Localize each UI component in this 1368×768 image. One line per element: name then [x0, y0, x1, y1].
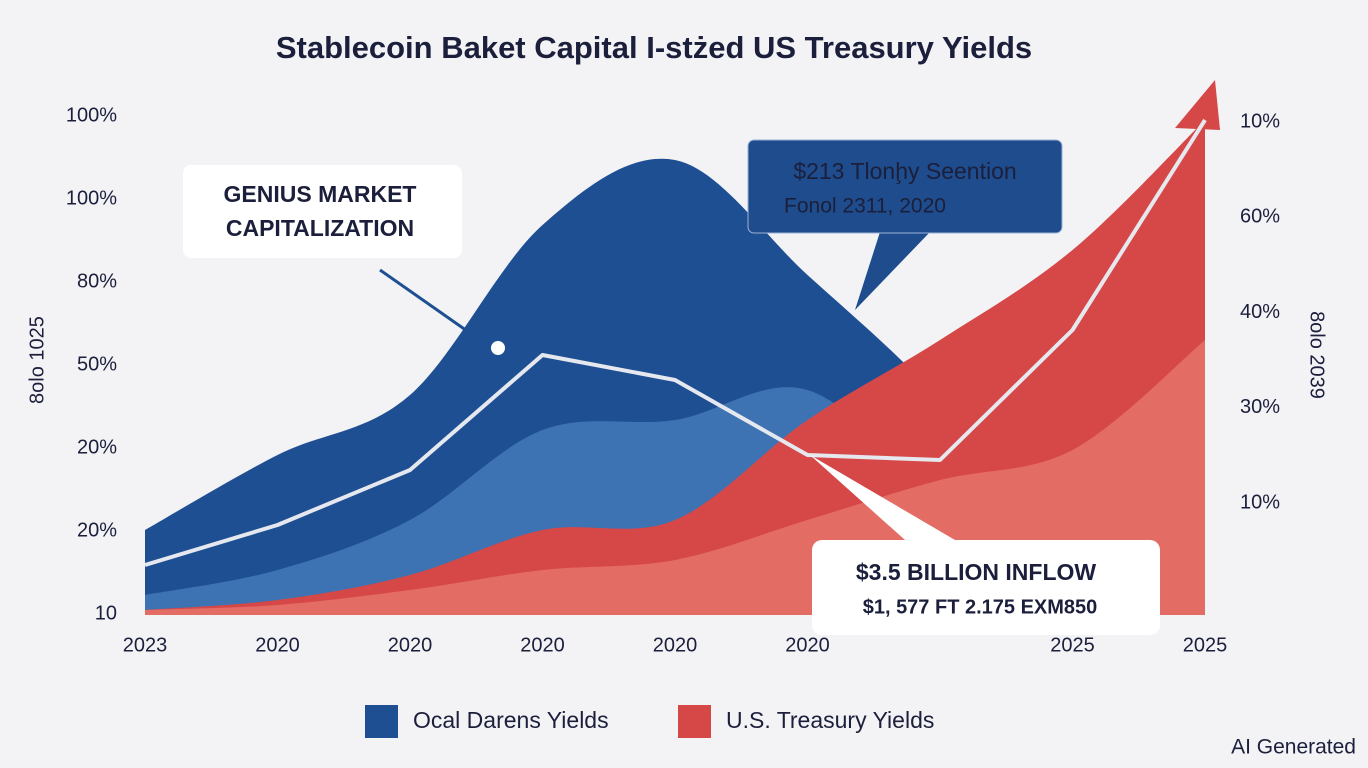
- callout-dot: [491, 341, 505, 355]
- legend: Ocal Darens Yields U.S. Treasury Yields: [365, 705, 934, 738]
- callout-text: CAPITALIZATION: [226, 215, 414, 241]
- x-tick-label: 2025: [1183, 634, 1228, 656]
- y2-axis-label: 60%: [1240, 206, 1280, 228]
- y-axis-label: 10: [95, 602, 117, 624]
- y-axis-label: 80%: [77, 270, 117, 292]
- x-tick-label: 2020: [653, 634, 698, 656]
- arrow-head: [1175, 80, 1220, 130]
- x-tick-label: 2020: [388, 634, 433, 656]
- y2-axis-title: 8olo 2039: [1306, 311, 1328, 399]
- chart-title: Stablecoin Baket Capital I-stżed US Trea…: [276, 30, 1032, 65]
- x-tick-label: 2025: [1050, 634, 1095, 656]
- callout-line: [379, 268, 471, 335]
- legend-swatch: [678, 705, 711, 738]
- x-tick-label: 2020: [785, 634, 830, 656]
- callout-box: [812, 540, 1160, 635]
- callout-box: [747, 139, 1063, 234]
- y2-axis-label: 40%: [1240, 301, 1280, 323]
- y-axis-label: 100%: [66, 187, 117, 209]
- legend-label: Ocal Darens Yields: [413, 707, 609, 733]
- callout-text: Fonol 2311, 2020: [784, 195, 946, 218]
- x-tick-label: 2020: [520, 634, 565, 656]
- callout-tail: [855, 232, 930, 310]
- x-tick-label: 2023: [123, 634, 168, 656]
- legend-swatch: [365, 705, 398, 738]
- y-axis-title: 8olo 1025: [26, 316, 48, 404]
- y2-axis-label: 30%: [1240, 396, 1280, 418]
- y2-axis-label: 10%: [1240, 491, 1280, 513]
- legend-label: U.S. Treasury Yields: [726, 707, 934, 733]
- y2-axis-label: 10%: [1240, 110, 1280, 132]
- y-axis-label: 20%: [77, 519, 117, 541]
- callout-text: $3.5 BILLION INFLOW: [856, 559, 1097, 585]
- callout-text: $1, 577 FT 2.175 EXM850: [863, 596, 1098, 618]
- line: [144, 118, 1207, 567]
- callout-arrow: [810, 455, 955, 540]
- y-axis-label: 50%: [77, 353, 117, 375]
- x-tick-label: 2020: [255, 634, 300, 656]
- callout-text: GENIUS MARKET: [224, 181, 417, 207]
- y-axis-label: 20%: [77, 436, 117, 458]
- annotations: GENIUS MARKET CAPITALIZATION $213 Tlonḩy…: [183, 139, 1160, 635]
- y-axis-label: 100%: [66, 104, 117, 126]
- callout-box: [183, 165, 462, 258]
- watermark: AI Generated: [1231, 736, 1356, 759]
- callout-text: $213 Tlonḩy Seention: [793, 158, 1016, 184]
